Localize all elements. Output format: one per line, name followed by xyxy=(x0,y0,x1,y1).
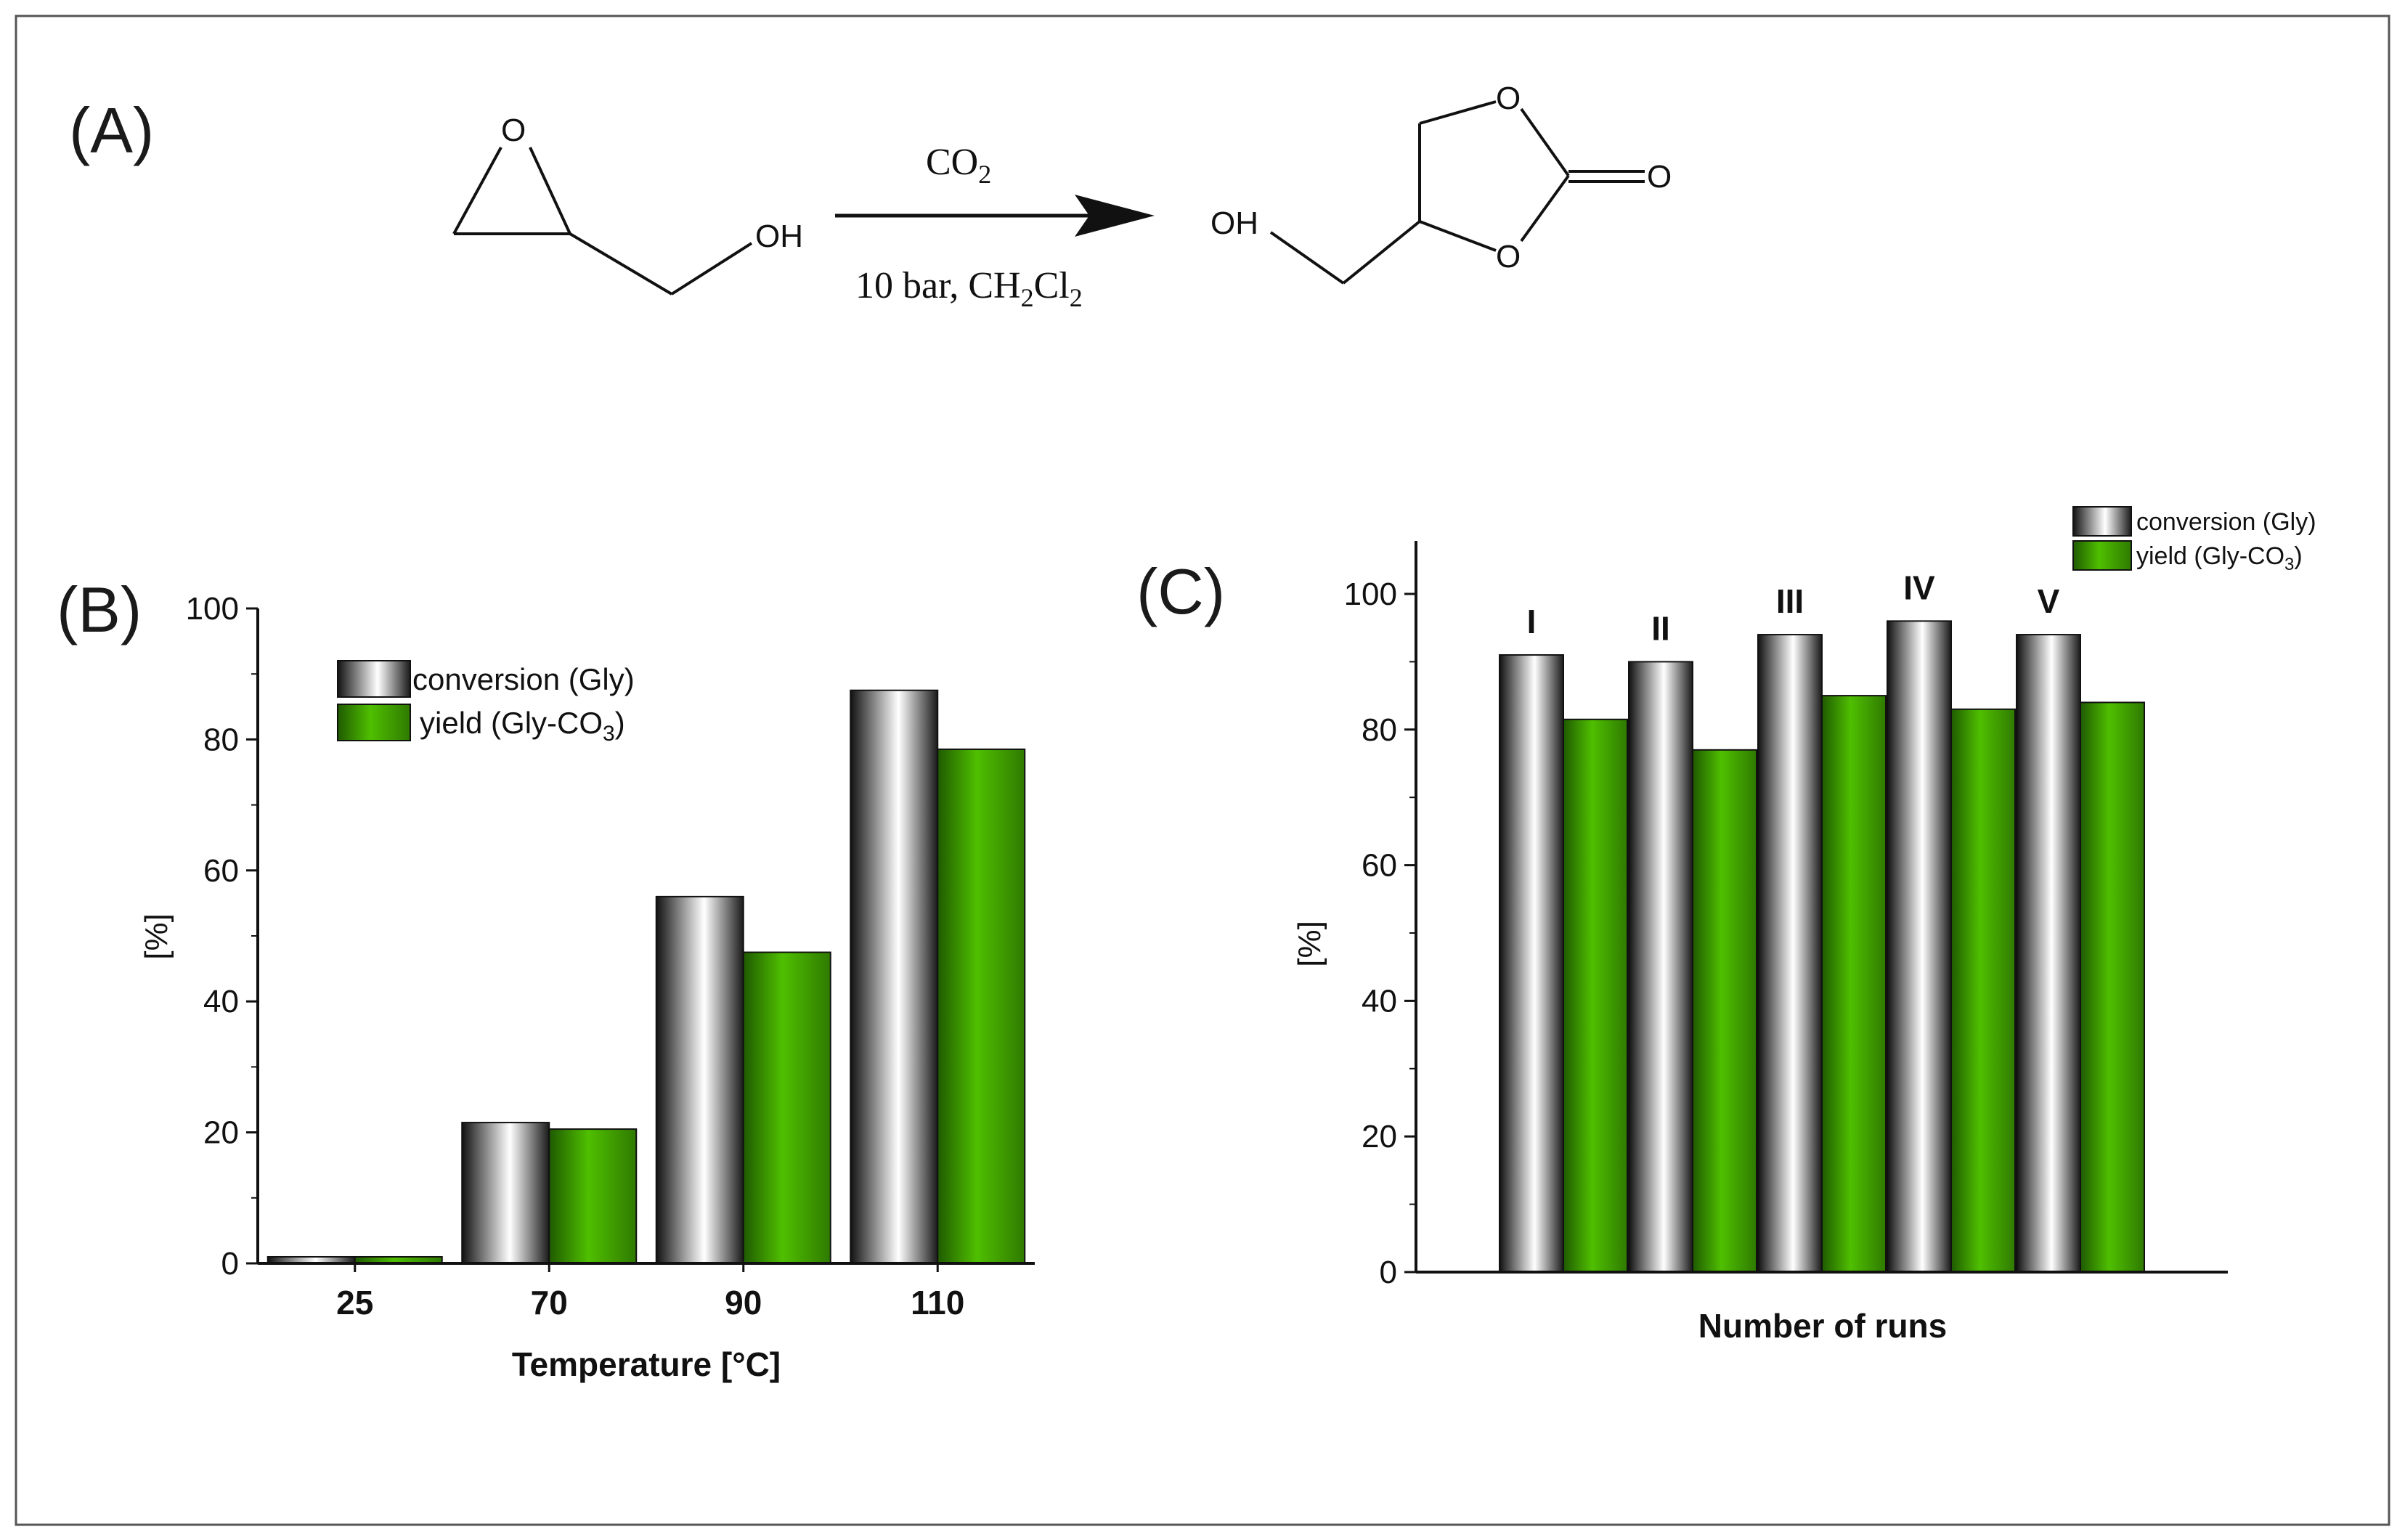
chart-c-bars xyxy=(1499,620,2145,1273)
chart-b-bar-yield-70 xyxy=(548,1128,638,1264)
chart-c-legend-swatch-yield xyxy=(2072,540,2132,571)
chart-c-bar-conversion-I xyxy=(1499,654,1564,1273)
chart-b-bar-conversion-90 xyxy=(655,895,744,1264)
panel-label-c: (C) xyxy=(1136,555,1225,627)
figure-frame xyxy=(15,15,2390,1526)
panel-label-b: (B) xyxy=(57,574,142,645)
chart-b-bar-conversion-70 xyxy=(461,1122,550,1264)
chart-c-bar-yield-V xyxy=(2080,701,2145,1273)
chart-b-bars xyxy=(266,689,1026,1265)
chart-c-legend-swatch-conversion xyxy=(2072,506,2132,537)
chart-b-y-tick-label: 20 xyxy=(203,1115,239,1151)
chart-b-bar-yield-110 xyxy=(937,748,1026,1265)
chart-c-y-tick-label: 0 xyxy=(1380,1255,1397,1290)
chart-c-run-label: III xyxy=(1776,582,1804,620)
reagent-label: CO2 xyxy=(926,142,991,189)
reactant-glycidol: O OH xyxy=(452,113,803,296)
chart-c-legend-conversion: conversion (Gly) xyxy=(2136,508,2316,536)
product-glycerol-carbonate: O O O OH xyxy=(1210,81,1672,285)
chart-c-x-axis-title: Number of runs xyxy=(1698,1307,1947,1345)
chart-c-legend-yield: yield (Gly-CO3) xyxy=(2136,542,2303,574)
chart-c-bar-conversion-V xyxy=(2016,634,2081,1273)
chart-c-y-tick-label: 80 xyxy=(1362,712,1397,748)
chart-b-legend-conversion: conversion (Gly) xyxy=(412,662,635,696)
chart-b-y-tick-label: 60 xyxy=(203,853,239,889)
chart-c-bar-conversion-III xyxy=(1757,634,1823,1273)
chart-c-y-tick-label: 100 xyxy=(1344,577,1397,612)
reactant-epoxide-oxygen: O xyxy=(501,113,526,148)
chart-b-x-tick-label: 70 xyxy=(531,1284,568,1321)
product-ring-oxygen-top: O xyxy=(1496,81,1521,116)
chart-b-legend-swatch-conversion xyxy=(337,660,411,698)
chart-c-y-axis-title: [%] xyxy=(1292,921,1327,967)
chart-c-bar-conversion-IV xyxy=(1887,620,1952,1273)
conditions-label: 10 bar, CH2Cl2 xyxy=(855,265,1083,312)
chart-c-run-label: IV xyxy=(1903,569,1935,606)
chart-b-bar-conversion-110 xyxy=(850,689,939,1264)
chart-b-y-axis-title: [%] xyxy=(139,913,174,960)
chart-b-legend-yield: yield (Gly-CO3) xyxy=(420,706,625,746)
chart-b-y-tick-label: 0 xyxy=(221,1246,239,1282)
chart-b-x-axis-title: Temperature [°C] xyxy=(512,1345,781,1383)
chart-b-x-tick-label: 90 xyxy=(725,1284,762,1321)
chart-c-y-tick-label: 60 xyxy=(1362,848,1397,884)
chart-c-y-tick-label: 20 xyxy=(1362,1119,1397,1154)
chart-b-x-tick-label: 110 xyxy=(911,1284,964,1321)
chart-c-y-tick-label: 40 xyxy=(1362,983,1397,1019)
chart-b-y-tick-label: 40 xyxy=(203,984,239,1019)
product-carbonyl-oxygen: O xyxy=(1647,159,1672,195)
chart-b-y-tick-label: 80 xyxy=(203,722,239,757)
reaction-scheme: (A) O OH CO2 10 bar, CH2Cl2 O xyxy=(69,81,1672,312)
reaction-arrow xyxy=(835,195,1155,237)
chart-b-x-ticks: 25 70 90 110 xyxy=(336,1263,964,1321)
chart-c-run-label: II xyxy=(1651,609,1670,647)
product-hydroxyl: OH xyxy=(1210,205,1258,241)
chart-b-y-ticks: 0 20 40 60 80 100 xyxy=(186,591,258,1282)
chart-temperature: (B) 0 20 40 60 80 100 25 70 90 110 [%] Temperatu… xyxy=(57,574,1035,1383)
chart-b-bar-yield-90 xyxy=(742,951,831,1265)
chart-c-bar-conversion-II xyxy=(1628,661,1693,1273)
chart-c-y-ticks: 0 20 40 60 80 100 xyxy=(1344,577,1416,1290)
chart-c-legend: conversion (Gly) yield (Gly-CO3) xyxy=(2072,506,2316,574)
chart-c-bar-yield-II xyxy=(1692,749,1757,1273)
product-ring-oxygen-bottom: O xyxy=(1496,239,1521,274)
chart-c-run-label: V xyxy=(2038,582,2060,620)
chart-b-y-tick-label: 100 xyxy=(186,591,239,627)
chart-c-run-label: I xyxy=(1527,603,1537,640)
panel-label-a: (A) xyxy=(69,94,154,166)
chart-c-bar-yield-III xyxy=(1821,695,1887,1273)
chart-c-bar-yield-I xyxy=(1563,718,1628,1273)
chart-b-legend-swatch-yield xyxy=(337,704,411,741)
chart-c-bar-yield-IV xyxy=(1950,708,2016,1273)
chart-b-x-tick-label: 25 xyxy=(336,1284,373,1321)
chart-b-legend: conversion (Gly) yield (Gly-CO3) xyxy=(337,660,635,746)
reactant-hydroxyl: OH xyxy=(755,219,803,254)
